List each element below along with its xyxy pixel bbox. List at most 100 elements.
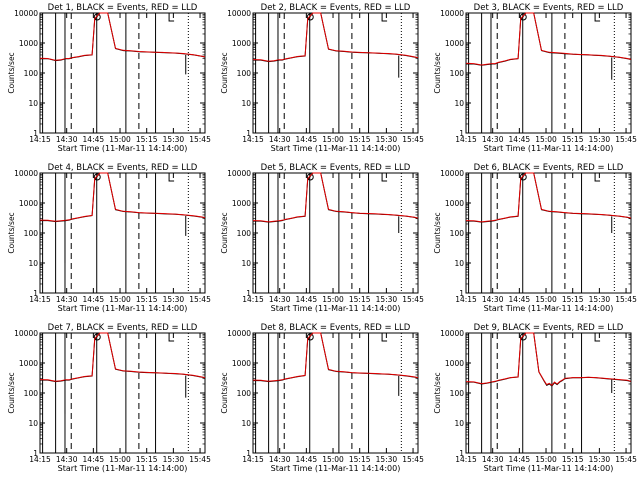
x-tick-label: 15:30 xyxy=(376,295,398,304)
x-tick-label: 15:30 xyxy=(376,455,398,464)
x-axis-label: Start Time (11-Mar-11 14:14:00) xyxy=(58,304,188,313)
x-axis-label: Start Time (11-Mar-11 14:14:00) xyxy=(58,464,188,473)
y-tick-label: 1000 xyxy=(232,199,251,208)
x-axis-label: Start Time (11-Mar-11 14:14:00) xyxy=(271,144,401,153)
lld-series-line xyxy=(465,332,632,386)
x-tick-label: 15:15 xyxy=(136,295,158,304)
y-tick-label: 10000 xyxy=(14,169,38,178)
panel-det-6: Det 6, BLACK = Events, RED = LLD 1 10 100 10… xyxy=(433,163,637,313)
x-tick-label: 14:45 xyxy=(83,295,105,304)
x-tick-label: 15:30 xyxy=(376,135,398,144)
y-tick-label: 1 xyxy=(459,449,464,458)
panel-title: Det 5, BLACK = Events, RED = LLD xyxy=(261,163,411,173)
flag-l-marker xyxy=(381,333,388,342)
x-tick-label: 14:30 xyxy=(56,455,78,464)
x-tick-label: 14:30 xyxy=(482,295,504,304)
x-axis-label: Start Time (11-Mar-11 14:14:00) xyxy=(271,464,401,473)
x-tick-label: 14:45 xyxy=(296,455,318,464)
x-tick-label: 15:15 xyxy=(562,295,584,304)
flag-circle-marker xyxy=(306,13,314,21)
y-tick-label: 100 xyxy=(24,229,39,238)
x-tick-label: 14:45 xyxy=(296,295,318,304)
y-tick-label: 10 xyxy=(28,99,38,108)
lld-series-line xyxy=(252,12,419,62)
flag-circle-marker xyxy=(93,173,101,181)
panel-det-2: Det 2, BLACK = Events, RED = LLD 1 10 100 10… xyxy=(220,3,424,153)
y-tick-label: 100 xyxy=(237,229,252,238)
flag-l-marker xyxy=(168,173,175,182)
y-tick-label: 10000 xyxy=(227,169,251,178)
x-axis-label: Start Time (11-Mar-11 14:14:00) xyxy=(484,304,614,313)
x-tick-label: 14:45 xyxy=(509,135,531,144)
flag-circle-marker xyxy=(519,333,527,341)
y-tick-label: 10 xyxy=(28,419,38,428)
flag-circle-marker xyxy=(93,333,101,341)
x-tick-label: 14:45 xyxy=(296,135,318,144)
y-tick-label: 10000 xyxy=(14,9,38,18)
y-tick-label: 1000 xyxy=(232,39,251,48)
x-tick-label: 14:45 xyxy=(83,455,105,464)
y-tick-label: 100 xyxy=(237,389,252,398)
flag-circle-marker xyxy=(93,13,101,21)
panel-title: Det 7, BLACK = Events, RED = LLD xyxy=(48,323,198,333)
x-axis-label: Start Time (11-Mar-11 14:14:00) xyxy=(58,144,188,153)
panel-title: Det 1, BLACK = Events, RED = LLD xyxy=(48,3,198,13)
x-tick-label: 15:00 xyxy=(322,295,344,304)
x-tick-label: 14:15 xyxy=(29,135,51,144)
x-tick-label: 15:00 xyxy=(109,295,131,304)
x-tick-label: 14:15 xyxy=(242,295,264,304)
x-tick-label: 14:15 xyxy=(455,295,477,304)
y-tick-label: 100 xyxy=(24,69,39,78)
panel-title: Det 4, BLACK = Events, RED = LLD xyxy=(48,163,198,173)
y-axis-label: Counts/sec xyxy=(7,52,16,93)
flag-circle-marker xyxy=(306,333,314,341)
x-axis-label: Start Time (11-Mar-11 14:14:00) xyxy=(484,464,614,473)
flag-l-marker xyxy=(594,173,601,182)
x-tick-label: 15:30 xyxy=(589,135,611,144)
y-tick-label: 10 xyxy=(454,419,464,428)
y-tick-label: 10000 xyxy=(227,9,251,18)
x-tick-label: 15:00 xyxy=(322,135,344,144)
y-tick-label: 10000 xyxy=(227,329,251,338)
y-tick-label: 10000 xyxy=(440,329,464,338)
y-tick-label: 10 xyxy=(454,99,464,108)
y-tick-label: 10 xyxy=(241,259,251,268)
y-tick-label: 10 xyxy=(28,259,38,268)
y-tick-label: 1000 xyxy=(445,359,464,368)
x-tick-label: 15:30 xyxy=(589,455,611,464)
x-tick-label: 14:15 xyxy=(29,295,51,304)
x-tick-label: 15:15 xyxy=(136,135,158,144)
x-tick-label: 15:00 xyxy=(535,455,557,464)
flag-l-marker xyxy=(168,13,175,22)
x-tick-label: 14:30 xyxy=(482,135,504,144)
x-tick-label: 15:45 xyxy=(189,295,211,304)
x-tick-label: 14:45 xyxy=(509,295,531,304)
lld-series-line xyxy=(39,12,206,61)
x-tick-label: 15:00 xyxy=(535,135,557,144)
x-tick-label: 14:30 xyxy=(56,295,78,304)
x-tick-label: 15:45 xyxy=(615,135,637,144)
x-tick-label: 15:15 xyxy=(562,135,584,144)
x-tick-label: 15:45 xyxy=(189,135,211,144)
x-tick-label: 14:45 xyxy=(509,455,531,464)
flag-l-marker xyxy=(594,333,601,342)
x-axis-label: Start Time (11-Mar-11 14:14:00) xyxy=(484,144,614,153)
y-tick-label: 100 xyxy=(237,69,252,78)
flag-l-marker xyxy=(168,333,175,342)
x-tick-label: 15:45 xyxy=(615,295,637,304)
flag-l-marker xyxy=(381,173,388,182)
x-tick-label: 15:15 xyxy=(349,455,371,464)
x-tick-label: 14:15 xyxy=(455,455,477,464)
y-tick-label: 1 xyxy=(33,129,38,138)
y-tick-label: 10 xyxy=(241,99,251,108)
x-tick-label: 15:30 xyxy=(163,295,185,304)
lld-series-line xyxy=(39,172,206,222)
lld-series-line xyxy=(252,172,419,223)
panel-title: Det 6, BLACK = Events, RED = LLD xyxy=(474,163,624,173)
x-tick-label: 14:15 xyxy=(242,455,264,464)
x-tick-label: 15:45 xyxy=(615,455,637,464)
x-tick-label: 15:30 xyxy=(589,295,611,304)
y-tick-label: 1000 xyxy=(19,199,38,208)
